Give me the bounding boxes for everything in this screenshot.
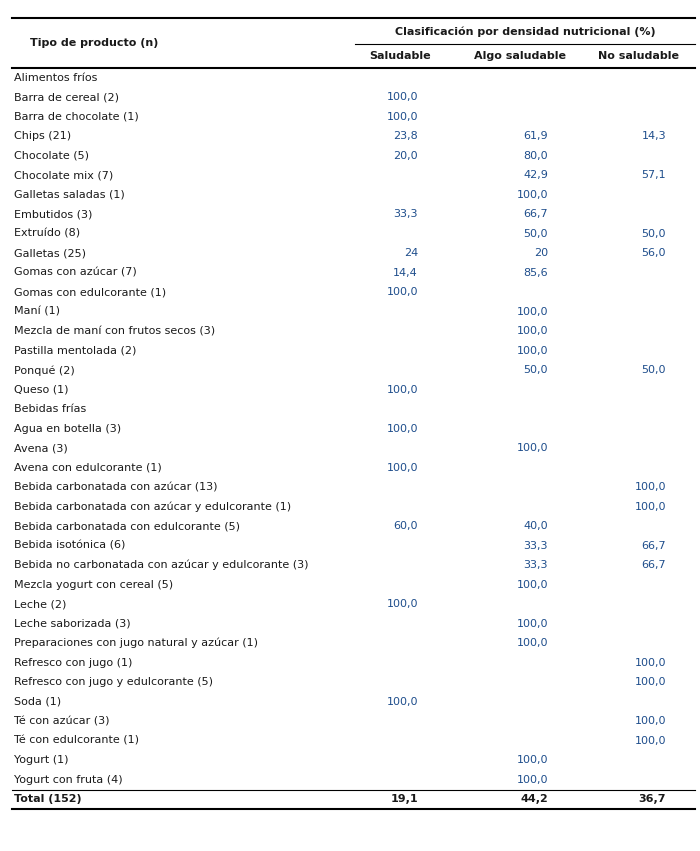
- Text: 57,1: 57,1: [641, 170, 666, 180]
- Text: Gomas con edulcorante (1): Gomas con edulcorante (1): [14, 288, 166, 297]
- Text: Algo saludable: Algo saludable: [474, 51, 566, 61]
- Text: 100,0: 100,0: [634, 677, 666, 688]
- Text: Galletas saladas (1): Galletas saladas (1): [14, 190, 125, 200]
- Text: Bebida carbonatada con edulcorante (5): Bebida carbonatada con edulcorante (5): [14, 522, 240, 531]
- Text: 100,0: 100,0: [386, 424, 418, 434]
- Text: Barra de chocolate (1): Barra de chocolate (1): [14, 111, 139, 122]
- Text: 20,0: 20,0: [393, 151, 418, 161]
- Text: Bebida isotónica (6): Bebida isotónica (6): [14, 540, 125, 551]
- Text: 23,8: 23,8: [393, 131, 418, 141]
- Text: 100,0: 100,0: [517, 774, 548, 785]
- Text: Yogurt con fruta (4): Yogurt con fruta (4): [14, 774, 122, 785]
- Text: Alimentos fríos: Alimentos fríos: [14, 72, 97, 83]
- Text: Soda (1): Soda (1): [14, 697, 61, 706]
- Text: Queso (1): Queso (1): [14, 385, 69, 395]
- Text: Preparaciones con jugo natural y azúcar (1): Preparaciones con jugo natural y azúcar …: [14, 638, 258, 648]
- Text: 60,0: 60,0: [393, 522, 418, 531]
- Text: Mezcla de maní con frutos secos (3): Mezcla de maní con frutos secos (3): [14, 326, 215, 336]
- Text: Clasificación por densidad nutricional (%): Clasificación por densidad nutricional (…: [395, 26, 655, 37]
- Text: Chips (21): Chips (21): [14, 131, 71, 141]
- Text: 100,0: 100,0: [517, 306, 548, 317]
- Text: Avena (3): Avena (3): [14, 443, 68, 454]
- Text: 100,0: 100,0: [634, 483, 666, 492]
- Text: 14,3: 14,3: [641, 131, 666, 141]
- Text: 100,0: 100,0: [386, 92, 418, 102]
- Text: 100,0: 100,0: [634, 736, 666, 745]
- Text: Pastilla mentolada (2): Pastilla mentolada (2): [14, 346, 136, 356]
- Text: Tipo de producto (n): Tipo de producto (n): [30, 38, 158, 48]
- Text: Galletas (25): Galletas (25): [14, 248, 86, 258]
- Text: Maní (1): Maní (1): [14, 306, 60, 317]
- Text: 100,0: 100,0: [634, 717, 666, 726]
- Text: 100,0: 100,0: [634, 658, 666, 668]
- Text: Agua en botella (3): Agua en botella (3): [14, 424, 121, 434]
- Text: Extruído (8): Extruído (8): [14, 229, 80, 239]
- Text: 100,0: 100,0: [386, 599, 418, 609]
- Text: 40,0: 40,0: [524, 522, 548, 531]
- Text: 100,0: 100,0: [517, 346, 548, 356]
- Text: Total (152): Total (152): [14, 794, 82, 804]
- Text: 100,0: 100,0: [517, 443, 548, 454]
- Text: 61,9: 61,9: [524, 131, 548, 141]
- Text: 19,1: 19,1: [391, 794, 418, 804]
- Text: 14,4: 14,4: [393, 268, 418, 277]
- Text: Ponqué (2): Ponqué (2): [14, 365, 75, 375]
- Text: 20: 20: [534, 248, 548, 258]
- Text: 56,0: 56,0: [641, 248, 666, 258]
- Text: 24: 24: [404, 248, 418, 258]
- Text: Avena con edulcorante (1): Avena con edulcorante (1): [14, 463, 162, 473]
- Text: Barra de cereal (2): Barra de cereal (2): [14, 92, 119, 102]
- Text: Refresco con jugo y edulcorante (5): Refresco con jugo y edulcorante (5): [14, 677, 213, 688]
- Text: 100,0: 100,0: [517, 619, 548, 629]
- Text: 50,0: 50,0: [641, 229, 666, 239]
- Text: 44,2: 44,2: [520, 794, 548, 804]
- Text: Bebida carbonatada con azúcar (13): Bebida carbonatada con azúcar (13): [14, 483, 218, 492]
- Text: 50,0: 50,0: [524, 229, 548, 239]
- Text: Gomas con azúcar (7): Gomas con azúcar (7): [14, 268, 136, 277]
- Text: Bebida carbonatada con azúcar y edulcorante (1): Bebida carbonatada con azúcar y edulcora…: [14, 501, 291, 512]
- Text: Refresco con jugo (1): Refresco con jugo (1): [14, 658, 132, 668]
- Text: 66,7: 66,7: [524, 209, 548, 220]
- Text: Bebidas frías: Bebidas frías: [14, 404, 86, 414]
- Text: Saludable: Saludable: [369, 51, 430, 61]
- Text: Mezcla yogurt con cereal (5): Mezcla yogurt con cereal (5): [14, 580, 173, 590]
- Text: 50,0: 50,0: [641, 365, 666, 375]
- Text: 100,0: 100,0: [386, 111, 418, 122]
- Text: 50,0: 50,0: [524, 365, 548, 375]
- Text: 85,6: 85,6: [524, 268, 548, 277]
- Text: Chocolate (5): Chocolate (5): [14, 151, 89, 161]
- Text: No saludable: No saludable: [598, 51, 678, 61]
- Text: Embutidos (3): Embutidos (3): [14, 209, 92, 220]
- Text: 66,7: 66,7: [641, 540, 666, 551]
- Text: Bebida no carbonatada con azúcar y edulcorante (3): Bebida no carbonatada con azúcar y edulc…: [14, 560, 309, 570]
- Text: 100,0: 100,0: [517, 190, 548, 200]
- Text: Leche (2): Leche (2): [14, 599, 66, 609]
- Text: 100,0: 100,0: [634, 502, 666, 511]
- Text: 100,0: 100,0: [517, 638, 548, 648]
- Text: 33,3: 33,3: [524, 560, 548, 570]
- Text: 36,7: 36,7: [638, 794, 666, 804]
- Text: 100,0: 100,0: [386, 288, 418, 297]
- Text: 66,7: 66,7: [641, 560, 666, 570]
- Text: 33,3: 33,3: [524, 540, 548, 551]
- Text: 100,0: 100,0: [517, 580, 548, 590]
- Text: Yogurt (1): Yogurt (1): [14, 755, 69, 765]
- Text: Chocolate mix (7): Chocolate mix (7): [14, 170, 113, 180]
- Text: 42,9: 42,9: [523, 170, 548, 180]
- Text: Té con azúcar (3): Té con azúcar (3): [14, 717, 109, 726]
- Text: 80,0: 80,0: [524, 151, 548, 161]
- Text: 100,0: 100,0: [386, 697, 418, 706]
- Text: 100,0: 100,0: [517, 755, 548, 765]
- Text: Leche saborizada (3): Leche saborizada (3): [14, 619, 131, 629]
- Text: 100,0: 100,0: [386, 463, 418, 473]
- Text: Té con edulcorante (1): Té con edulcorante (1): [14, 736, 139, 745]
- Text: 33,3: 33,3: [393, 209, 418, 220]
- Text: 100,0: 100,0: [386, 385, 418, 395]
- Text: 100,0: 100,0: [517, 326, 548, 336]
